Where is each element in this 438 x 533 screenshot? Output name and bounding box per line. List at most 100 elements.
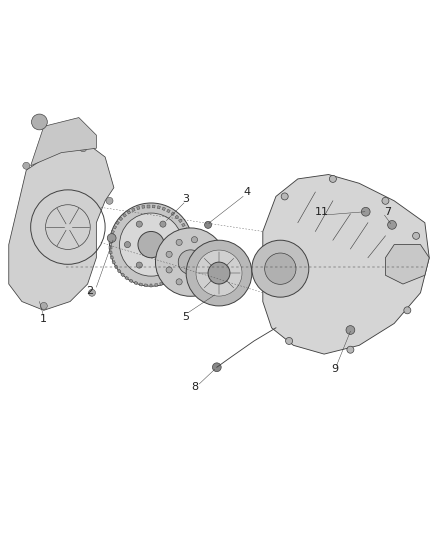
Bar — [147, 205, 150, 208]
Bar — [116, 221, 120, 225]
Circle shape — [178, 250, 203, 274]
Bar — [188, 248, 191, 251]
Circle shape — [205, 245, 211, 251]
Bar — [137, 206, 140, 209]
Text: 9: 9 — [332, 365, 339, 374]
Bar — [164, 280, 168, 284]
Circle shape — [286, 337, 293, 344]
Polygon shape — [31, 118, 96, 166]
Bar — [134, 281, 138, 285]
Circle shape — [160, 221, 166, 227]
Bar — [110, 236, 113, 239]
Circle shape — [252, 240, 309, 297]
Circle shape — [382, 197, 389, 204]
Circle shape — [160, 262, 166, 268]
Circle shape — [346, 326, 355, 334]
Bar — [187, 238, 191, 241]
Circle shape — [191, 237, 198, 243]
Circle shape — [205, 273, 211, 280]
Circle shape — [413, 232, 420, 239]
Text: 5: 5 — [183, 312, 190, 322]
Bar — [188, 243, 191, 246]
Bar — [119, 217, 123, 221]
Circle shape — [212, 363, 221, 372]
Circle shape — [106, 197, 113, 204]
Bar — [171, 212, 175, 215]
Text: 4: 4 — [244, 187, 251, 197]
Bar — [182, 223, 185, 227]
Circle shape — [191, 281, 198, 288]
Circle shape — [329, 175, 336, 182]
Bar — [114, 265, 118, 269]
Circle shape — [166, 251, 172, 257]
Text: 1: 1 — [40, 314, 47, 324]
Circle shape — [120, 213, 183, 276]
Ellipse shape — [155, 228, 226, 296]
Circle shape — [136, 262, 142, 268]
Bar — [183, 263, 187, 266]
Bar — [109, 240, 112, 244]
Circle shape — [186, 240, 252, 306]
Circle shape — [88, 289, 95, 296]
Polygon shape — [263, 174, 429, 354]
Bar — [113, 225, 117, 229]
Circle shape — [347, 346, 354, 353]
Bar — [127, 211, 131, 214]
Circle shape — [172, 241, 178, 248]
Bar — [155, 284, 158, 286]
Bar — [185, 258, 189, 262]
Circle shape — [196, 250, 242, 296]
Bar — [169, 278, 173, 281]
Bar — [152, 205, 155, 208]
Bar — [129, 279, 133, 282]
Bar — [145, 284, 148, 287]
Bar — [173, 274, 177, 278]
Bar — [157, 206, 160, 209]
Bar — [125, 276, 129, 280]
Circle shape — [210, 259, 216, 265]
Circle shape — [110, 203, 193, 286]
Circle shape — [176, 279, 182, 285]
Bar — [109, 251, 112, 254]
Circle shape — [124, 241, 131, 248]
Bar — [184, 228, 187, 231]
Bar — [162, 207, 166, 211]
Text: 8: 8 — [191, 382, 198, 392]
Circle shape — [136, 221, 142, 227]
Circle shape — [80, 145, 87, 152]
Polygon shape — [385, 245, 429, 284]
Circle shape — [40, 302, 47, 310]
Bar — [112, 261, 116, 264]
Text: 11: 11 — [315, 207, 329, 217]
Polygon shape — [9, 144, 114, 310]
Bar — [167, 209, 170, 213]
Text: 7: 7 — [384, 207, 391, 217]
Text: 2: 2 — [86, 286, 93, 296]
Bar — [177, 271, 180, 275]
Bar — [160, 282, 163, 286]
Circle shape — [265, 253, 296, 284]
Bar — [187, 253, 190, 256]
Bar — [180, 267, 184, 271]
Circle shape — [205, 221, 212, 229]
Circle shape — [176, 239, 182, 246]
Bar — [111, 230, 114, 233]
Circle shape — [138, 231, 164, 258]
Circle shape — [107, 233, 116, 243]
Bar — [175, 215, 179, 219]
Circle shape — [404, 307, 411, 314]
Circle shape — [281, 193, 288, 200]
Bar — [139, 283, 142, 286]
Circle shape — [208, 262, 230, 284]
Bar — [179, 219, 182, 223]
Circle shape — [166, 267, 172, 273]
Circle shape — [32, 114, 47, 130]
Bar — [121, 273, 124, 277]
Bar — [109, 246, 112, 248]
Bar — [123, 213, 127, 217]
Bar — [110, 256, 113, 259]
Bar — [117, 269, 121, 273]
Text: 3: 3 — [183, 193, 190, 204]
Circle shape — [388, 221, 396, 229]
Bar — [186, 233, 189, 236]
